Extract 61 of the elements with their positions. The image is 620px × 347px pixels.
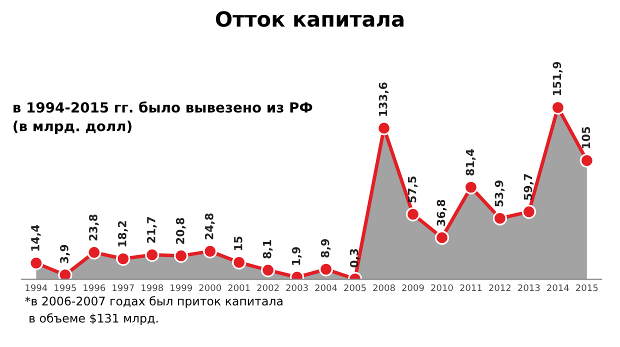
- point: [522, 204, 536, 219]
- x-tick-label: 2004: [315, 284, 338, 292]
- x-tick-label: 2015: [576, 284, 598, 292]
- data-label: 23,8: [88, 214, 99, 240]
- x-tick-label: 2011: [460, 284, 482, 292]
- point: [318, 262, 334, 276]
- data-label: 0,3: [350, 249, 360, 268]
- data-label: 21,7: [146, 217, 157, 243]
- data-label: 8,1: [262, 240, 273, 258]
- x-tick-label: 2005: [344, 284, 366, 292]
- point: [376, 121, 392, 136]
- point: [464, 180, 478, 194]
- data-label: 57,5: [408, 176, 418, 202]
- data-label: 105: [582, 127, 590, 148]
- point: [203, 244, 218, 258]
- point: [492, 211, 508, 226]
- x-tick-label: 2002: [257, 284, 279, 292]
- data-label: 20,8: [176, 218, 186, 244]
- point: [580, 153, 594, 168]
- data-label: 8,9: [320, 239, 331, 258]
- x-tick-label: 2001: [228, 284, 250, 292]
- text: *в 2006-2007 годах был приток капитала в объеме $131 млрд.: [25, 296, 282, 325]
- data-label: 151,9: [552, 62, 563, 96]
- x-tick-label: 1998: [142, 284, 163, 292]
- chart-title: Отток капитала: [216, 11, 404, 27]
- point: [58, 268, 72, 280]
- x-tick-label: 2009: [402, 284, 424, 292]
- x-tick-label: 2012: [489, 284, 511, 292]
- point: [260, 263, 276, 278]
- point: [232, 255, 246, 270]
- x-tick-label: 1997: [112, 284, 134, 292]
- point: [550, 100, 566, 115]
- x-tick-label: 2010: [431, 284, 453, 292]
- data-label: 59,7: [524, 174, 534, 200]
- x-tick-label: 1994: [26, 284, 48, 292]
- annotation: в 1994-2015 гг. было вывезено из РФ (в млрд. долл): [14, 101, 312, 134]
- data-label: 3,9: [60, 244, 70, 264]
- data-label: 133,6: [378, 82, 389, 116]
- x-tick-label: 2003: [286, 284, 308, 292]
- data-label: 24,8: [204, 213, 215, 240]
- x-tick-label: 2014: [547, 284, 569, 292]
- x-tick-label: 1996: [84, 284, 106, 292]
- x-tick-label: 2013: [518, 284, 540, 292]
- data-label: 1,9: [292, 247, 302, 265]
- data-label: 81,4: [466, 149, 476, 176]
- data-label: 18,2: [118, 221, 128, 246]
- point: [174, 248, 188, 263]
- x-tick-label: 2000: [199, 284, 221, 292]
- point: [87, 245, 102, 260]
- data-label: 53,9: [494, 180, 505, 206]
- x-tick-label: 2008: [373, 284, 395, 292]
- point: [406, 207, 420, 222]
- data-label: 15: [234, 236, 242, 250]
- point: [116, 252, 130, 266]
- point: [29, 256, 44, 270]
- point: [434, 230, 450, 245]
- x-tick-label: 1995: [54, 284, 76, 292]
- data-label: 36,8: [436, 200, 447, 226]
- x-tick-label: 1999: [170, 284, 192, 292]
- point: [145, 248, 160, 262]
- data-label: 14,4: [31, 225, 41, 251]
